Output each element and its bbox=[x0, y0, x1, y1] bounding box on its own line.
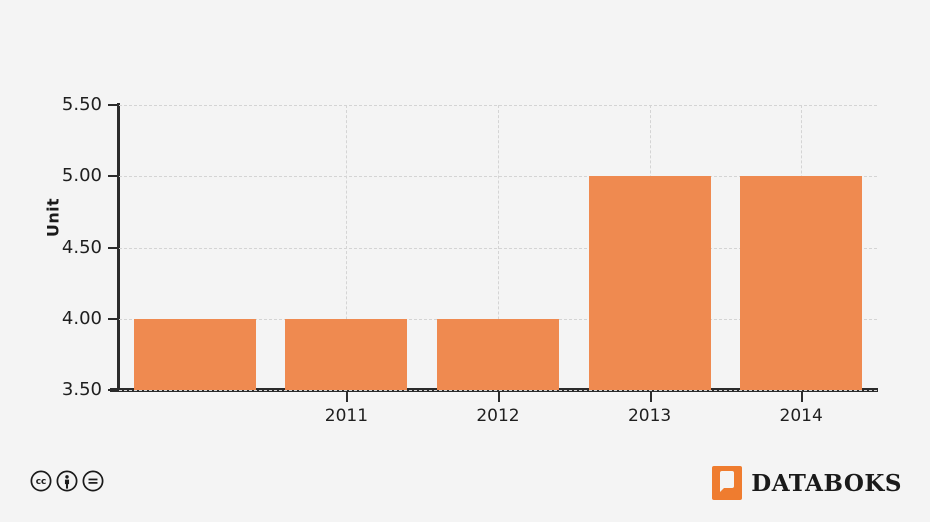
x-axis-tick bbox=[498, 392, 500, 402]
y-axis-tick bbox=[108, 175, 119, 178]
cc-by-icon[interactable] bbox=[56, 470, 78, 497]
y-axis-tick-label: 5.00 bbox=[61, 165, 102, 187]
gridline-horizontal bbox=[119, 390, 877, 391]
y-axis-tick bbox=[108, 246, 119, 249]
y-axis-tick bbox=[108, 104, 119, 106]
databoks-mark-icon bbox=[712, 466, 743, 500]
bar[interactable] bbox=[588, 176, 711, 390]
bar[interactable] bbox=[436, 318, 559, 390]
brand-logo: DATABOKS bbox=[712, 466, 902, 500]
creative-commons-license: cc bbox=[30, 470, 104, 497]
cc-nd-icon[interactable] bbox=[82, 470, 104, 497]
x-axis-tick-label: 2013 bbox=[627, 406, 672, 426]
y-axis-tick bbox=[108, 317, 119, 320]
x-axis-tick bbox=[346, 392, 349, 402]
svg-text:cc: cc bbox=[36, 477, 47, 487]
gridline-vertical bbox=[346, 105, 348, 390]
x-axis-tick bbox=[801, 392, 804, 402]
x-axis-tick-label: 2012 bbox=[476, 406, 520, 426]
bar[interactable] bbox=[740, 176, 863, 390]
x-axis-tick-label: 2011 bbox=[324, 406, 369, 426]
y-axis-tick-label: 3.50 bbox=[61, 379, 102, 400]
x-axis-tick-label: 2014 bbox=[779, 406, 823, 426]
cc-icon[interactable]: cc bbox=[30, 470, 52, 497]
brand-name: DATABOKS bbox=[751, 469, 902, 497]
bar[interactable] bbox=[285, 318, 408, 390]
y-axis-line bbox=[117, 103, 120, 392]
x-axis-tick bbox=[649, 392, 652, 402]
bar[interactable] bbox=[133, 318, 256, 390]
gridline-vertical bbox=[498, 105, 499, 390]
y-axis-tick-label: 4.50 bbox=[61, 236, 102, 258]
y-axis-tick-label: 5.50 bbox=[61, 94, 102, 115]
plot-area bbox=[119, 105, 877, 391]
y-axis-tick-label: 4.00 bbox=[61, 307, 102, 329]
